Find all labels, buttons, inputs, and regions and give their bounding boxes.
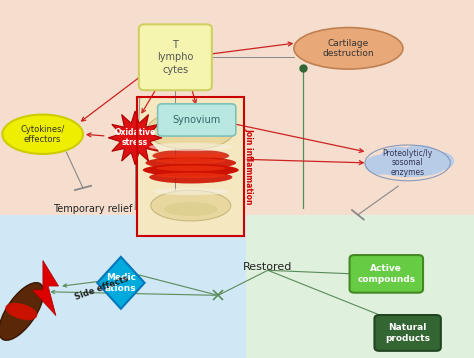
Polygon shape: [32, 261, 59, 316]
Ellipse shape: [164, 202, 218, 216]
Text: Restored: Restored: [243, 262, 292, 272]
Text: Medic
ations: Medic ations: [105, 273, 137, 292]
Ellipse shape: [149, 143, 232, 151]
Ellipse shape: [156, 158, 226, 164]
Ellipse shape: [0, 283, 44, 340]
FancyBboxPatch shape: [349, 255, 423, 293]
Ellipse shape: [365, 155, 399, 175]
Ellipse shape: [151, 190, 231, 221]
Ellipse shape: [156, 173, 226, 178]
Text: T
lympho
cytes: T lympho cytes: [157, 40, 193, 75]
Bar: [246, 215, 474, 358]
Ellipse shape: [156, 153, 226, 159]
Text: Oxidative
stress: Oxidative stress: [114, 129, 156, 147]
Text: Proteolytic/ly
sosomal
enzymes: Proteolytic/ly sosomal enzymes: [383, 149, 433, 177]
Bar: [0, 215, 246, 358]
Polygon shape: [97, 257, 145, 309]
Ellipse shape: [380, 147, 416, 168]
Ellipse shape: [154, 188, 228, 195]
Ellipse shape: [9, 304, 37, 320]
Ellipse shape: [374, 156, 446, 177]
Text: Cartilage
destruction: Cartilage destruction: [323, 39, 374, 58]
Ellipse shape: [149, 171, 232, 184]
Ellipse shape: [152, 149, 229, 162]
Ellipse shape: [146, 156, 236, 169]
FancyBboxPatch shape: [139, 24, 212, 90]
Ellipse shape: [2, 115, 83, 154]
Text: Active
compounds: Active compounds: [357, 264, 415, 284]
Text: Cytokines/
effectors: Cytokines/ effectors: [20, 125, 65, 144]
Text: Join inflammation: Join inflammation: [245, 128, 253, 205]
Ellipse shape: [400, 145, 439, 168]
Text: Temporary relief: Temporary relief: [53, 204, 132, 214]
FancyBboxPatch shape: [374, 315, 441, 351]
Polygon shape: [108, 111, 162, 165]
Ellipse shape: [294, 28, 403, 69]
Text: Synovium: Synovium: [173, 115, 221, 125]
Bar: [137, 97, 244, 236]
Text: Side effects: Side effects: [73, 274, 130, 302]
Ellipse shape: [147, 111, 235, 150]
Ellipse shape: [418, 151, 454, 171]
Ellipse shape: [156, 165, 226, 171]
FancyBboxPatch shape: [157, 104, 236, 136]
Bar: [0, 0, 474, 215]
Ellipse shape: [162, 117, 220, 136]
Ellipse shape: [143, 164, 239, 176]
Bar: [137, 97, 244, 236]
Ellipse shape: [5, 303, 33, 319]
Ellipse shape: [8, 304, 35, 319]
Text: Natural
products: Natural products: [385, 323, 430, 343]
